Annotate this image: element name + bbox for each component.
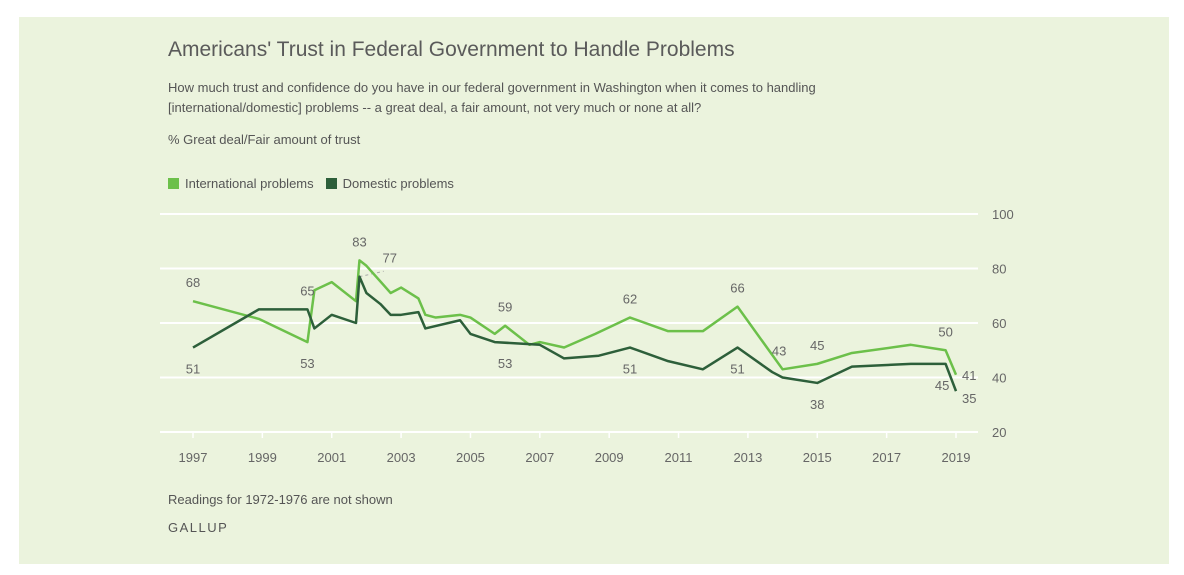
international-line [192, 259, 958, 376]
chart-subtitle: How much trust and confidence do you hav… [168, 80, 816, 115]
data-label: 50 [938, 324, 952, 339]
x-tick-label: 1997 [179, 450, 208, 465]
gallup-logo: GALLUP [168, 520, 229, 535]
legend-item-international: International problems [168, 176, 314, 191]
footnote: Readings for 1972-1976 are not shown [168, 492, 393, 507]
y-tick-label: 100 [992, 207, 1014, 222]
data-label: 35 [962, 391, 976, 406]
data-label: 51 [730, 362, 744, 377]
x-tick-label: 2013 [733, 450, 762, 465]
data-label: 53 [300, 356, 314, 371]
x-tick-label: 2017 [872, 450, 901, 465]
data-label: 38 [810, 397, 824, 412]
x-tick-label: 2001 [317, 450, 346, 465]
legend-label: Domestic problems [342, 176, 454, 191]
x-tick-label: 2009 [595, 450, 624, 465]
data-label: 53 [498, 356, 512, 371]
x-tick-label: 2007 [525, 450, 554, 465]
data-label: 68 [186, 275, 200, 290]
data-label: 41 [962, 368, 976, 383]
legend-swatch [168, 178, 179, 189]
x-tick-label: 2005 [456, 450, 485, 465]
data-label: 66 [730, 281, 744, 296]
data-label: 77 [383, 251, 397, 266]
data-label: 45 [810, 338, 824, 353]
label-leader [359, 270, 384, 278]
y-tick-label: 60 [992, 316, 1006, 331]
legend-swatch [325, 178, 337, 189]
x-tick-label: 2003 [387, 450, 416, 465]
chart-panel [19, 17, 1169, 564]
x-tick-label: 2011 [665, 450, 693, 465]
y-tick-label: 40 [992, 371, 1006, 386]
legend: International problems Domestic problems [168, 176, 454, 191]
data-label: 83 [352, 234, 366, 249]
x-tick-label: 2019 [942, 450, 971, 465]
legend-label: International problems [185, 176, 314, 191]
data-label: 62 [623, 292, 637, 307]
legend-item-domestic: Domestic problems [325, 176, 454, 191]
x-tick-label: 1999 [248, 450, 277, 465]
x-tick-label: 2015 [803, 450, 832, 465]
data-label: 43 [772, 343, 786, 358]
data-label: 65 [300, 283, 314, 298]
data-label: 51 [186, 362, 200, 377]
y-tick-label: 20 [992, 425, 1006, 440]
unit-label: % Great deal/Fair amount of trust [168, 132, 361, 147]
data-label: 51 [623, 362, 637, 377]
domestic-line [192, 275, 958, 392]
data-label: 45 [935, 378, 949, 393]
data-label: 59 [498, 300, 512, 315]
y-tick-label: 80 [992, 262, 1006, 277]
chart-title: Americans' Trust in Federal Government t… [168, 38, 735, 61]
